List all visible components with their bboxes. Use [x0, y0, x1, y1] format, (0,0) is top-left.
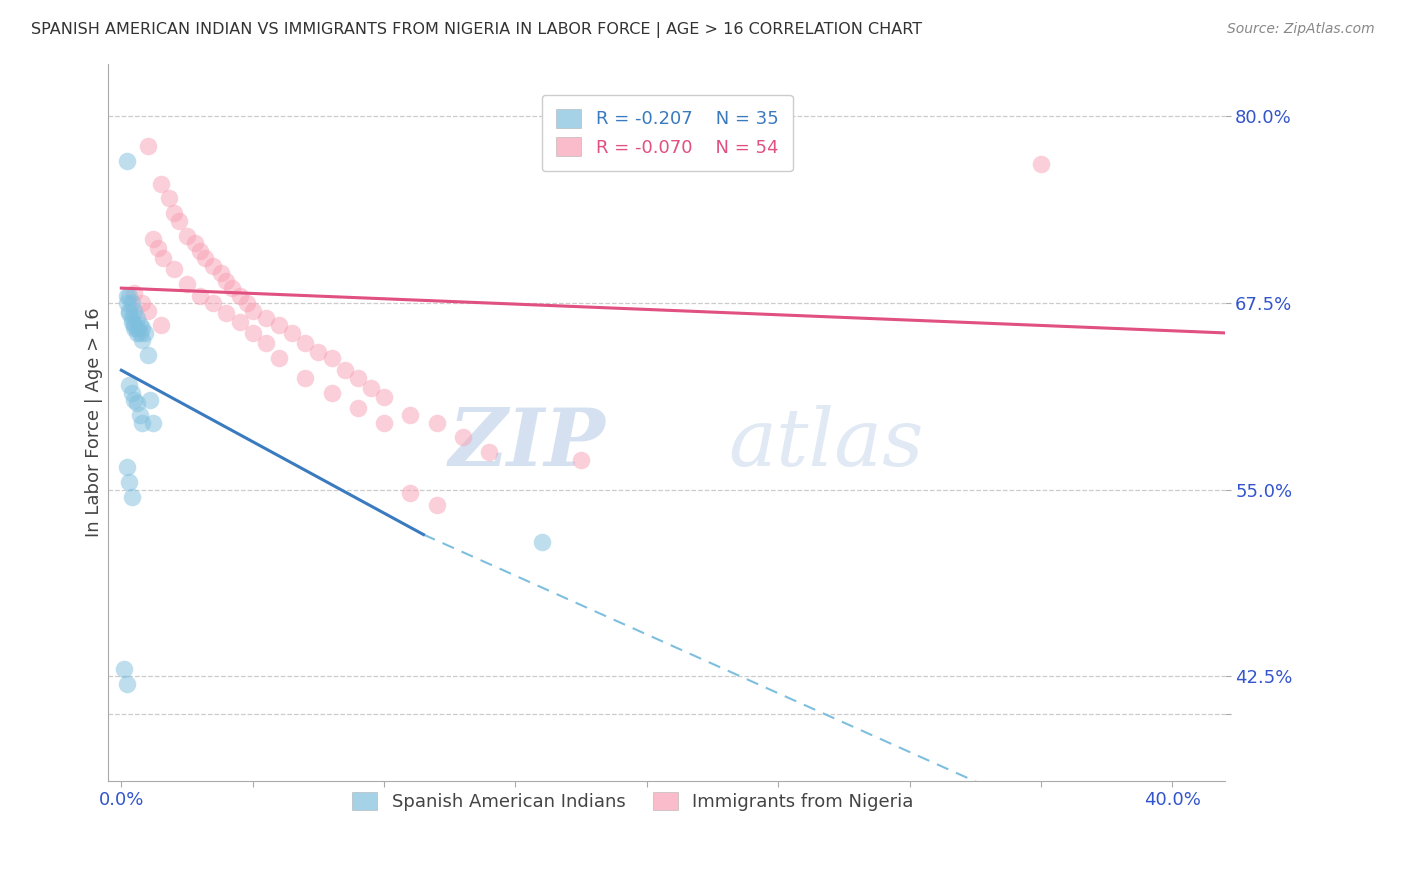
Point — [399, 408, 422, 422]
Point — [267, 351, 290, 366]
Point — [202, 296, 225, 310]
Point — [152, 251, 174, 265]
Point — [194, 251, 217, 265]
Y-axis label: In Labor Force | Age > 16: In Labor Force | Age > 16 — [86, 308, 103, 537]
Point — [346, 401, 368, 415]
Point — [121, 310, 143, 325]
Point — [142, 232, 165, 246]
Point — [242, 326, 264, 340]
Point — [124, 303, 146, 318]
Point — [176, 228, 198, 243]
Point — [121, 490, 143, 504]
Point — [373, 390, 395, 404]
Point — [142, 416, 165, 430]
Point — [118, 475, 141, 490]
Point — [346, 370, 368, 384]
Point — [139, 393, 162, 408]
Point — [176, 277, 198, 291]
Point — [167, 214, 190, 228]
Point — [399, 485, 422, 500]
Point — [121, 385, 143, 400]
Point — [307, 345, 329, 359]
Point — [426, 416, 449, 430]
Point — [149, 318, 172, 333]
Point — [128, 408, 150, 422]
Point — [136, 348, 159, 362]
Point — [188, 288, 211, 302]
Point — [124, 285, 146, 300]
Point — [478, 445, 501, 459]
Point — [267, 318, 290, 333]
Point — [124, 393, 146, 408]
Point — [128, 318, 150, 333]
Point — [124, 321, 146, 335]
Point — [127, 396, 149, 410]
Point — [360, 381, 382, 395]
Point — [118, 288, 141, 302]
Point — [157, 192, 180, 206]
Text: ZIP: ZIP — [449, 405, 605, 483]
Point — [426, 498, 449, 512]
Point — [115, 288, 138, 302]
Point — [321, 351, 343, 366]
Point — [115, 460, 138, 475]
Point — [131, 296, 153, 310]
Point — [236, 296, 259, 310]
Point — [134, 326, 156, 340]
Point — [242, 303, 264, 318]
Point — [127, 326, 149, 340]
Point — [530, 535, 553, 549]
Point — [127, 310, 149, 325]
Point — [131, 416, 153, 430]
Point — [373, 416, 395, 430]
Point — [254, 336, 277, 351]
Point — [209, 266, 232, 280]
Point — [124, 318, 146, 333]
Point — [112, 662, 135, 676]
Point — [146, 241, 169, 255]
Point — [127, 321, 149, 335]
Point — [228, 315, 250, 329]
Point — [136, 139, 159, 153]
Point — [131, 321, 153, 335]
Point — [215, 274, 238, 288]
Point — [118, 378, 141, 392]
Point — [1029, 157, 1052, 171]
Point — [118, 303, 141, 318]
Point — [121, 296, 143, 310]
Point — [131, 334, 153, 348]
Text: atlas: atlas — [728, 405, 924, 483]
Point — [115, 677, 138, 691]
Point — [215, 306, 238, 320]
Point — [202, 259, 225, 273]
Point — [136, 303, 159, 318]
Point — [128, 326, 150, 340]
Legend: Spanish American Indians, Immigrants from Nigeria: Spanish American Indians, Immigrants fro… — [337, 778, 928, 826]
Point — [149, 177, 172, 191]
Point — [451, 430, 474, 444]
Point — [228, 288, 250, 302]
Point — [115, 296, 138, 310]
Point — [321, 385, 343, 400]
Point — [294, 370, 316, 384]
Point — [569, 453, 592, 467]
Point — [163, 261, 186, 276]
Point — [118, 306, 141, 320]
Point — [294, 336, 316, 351]
Point — [333, 363, 356, 377]
Point — [188, 244, 211, 258]
Point — [184, 236, 207, 251]
Point — [254, 310, 277, 325]
Point — [221, 281, 243, 295]
Point — [281, 326, 304, 340]
Point — [163, 206, 186, 220]
Point — [121, 315, 143, 329]
Text: SPANISH AMERICAN INDIAN VS IMMIGRANTS FROM NIGERIA IN LABOR FORCE | AGE > 16 COR: SPANISH AMERICAN INDIAN VS IMMIGRANTS FR… — [31, 22, 922, 38]
Point — [115, 154, 138, 169]
Text: Source: ZipAtlas.com: Source: ZipAtlas.com — [1227, 22, 1375, 37]
